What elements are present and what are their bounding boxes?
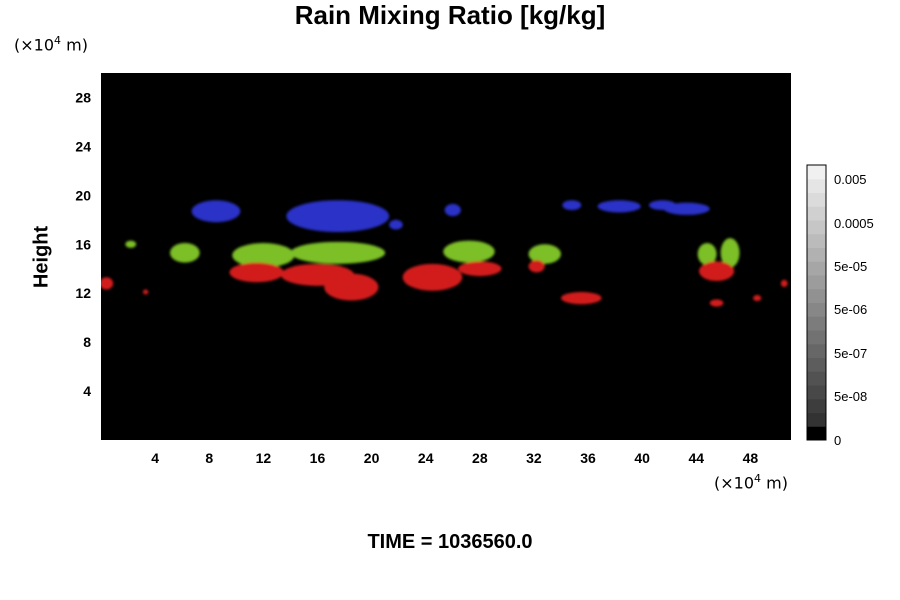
rain-region — [697, 243, 717, 266]
x-tick-label: 32 — [526, 450, 542, 466]
rain-region — [125, 240, 137, 248]
x-tick-label: 44 — [689, 450, 705, 466]
x-axis-unit: (×104 m) — [714, 472, 788, 492]
colorbar-level — [807, 426, 826, 441]
x-tick-label: 16 — [310, 450, 326, 466]
y-unit-suffix: m) — [61, 35, 88, 55]
colorbar-level — [807, 288, 826, 303]
rain-region — [597, 200, 641, 213]
y-tick-label: 12 — [75, 285, 91, 301]
x-axis-ticks: 4 8 12 16 20 24 28 32 36 40 44 48 — [151, 450, 758, 466]
rain-region — [458, 261, 502, 277]
y-tick-label: 28 — [75, 89, 91, 105]
colorbar-level — [807, 371, 826, 386]
x-tick-label: 48 — [743, 450, 759, 466]
colorbar-level — [807, 398, 826, 413]
rain-region — [444, 203, 461, 217]
colorbar-level — [807, 233, 826, 248]
rain-region — [443, 240, 495, 263]
rain-region — [780, 279, 788, 288]
y-tick-label: 20 — [75, 187, 91, 203]
colorbar-level — [807, 247, 826, 262]
x-tick-label: 12 — [256, 450, 272, 466]
rain-region — [191, 200, 241, 223]
x-unit-prefix: (×10 — [714, 473, 755, 493]
x-tick-label: 20 — [364, 450, 380, 466]
colorbar-level — [807, 316, 826, 331]
rain-region — [402, 263, 463, 291]
rain-region — [561, 291, 602, 305]
colorbar-level — [807, 206, 826, 221]
colorbar-label: 5e-08 — [834, 389, 867, 404]
rain-region — [142, 289, 149, 295]
x-tick-label: 8 — [205, 450, 213, 466]
x-tick-label: 28 — [472, 450, 488, 466]
rain-region — [170, 243, 200, 263]
rain-region — [290, 241, 386, 264]
rain-region — [232, 243, 295, 268]
rain-region — [389, 219, 403, 230]
time-label: TIME = 1036560.0 — [367, 531, 533, 553]
colorbar-level — [807, 275, 826, 290]
rain-region — [699, 261, 735, 281]
x-unit-suffix: m) — [761, 473, 788, 493]
y-tick-label: 24 — [75, 138, 91, 154]
colorbar-level — [807, 192, 826, 207]
y-tick-label: 4 — [83, 383, 91, 399]
rain-region — [229, 262, 284, 283]
rain-region — [709, 299, 724, 307]
colorbar-label: 5e-07 — [834, 346, 867, 361]
rain-region — [663, 202, 710, 215]
colorbar-level — [807, 357, 826, 372]
rain-region — [753, 295, 762, 302]
colorbar-level — [807, 330, 826, 345]
colorbar-label: 0.005 — [834, 172, 867, 187]
y-unit-exponent: 4 — [54, 34, 62, 47]
colorbar-label: 0 — [834, 433, 841, 448]
colorbar-level — [807, 261, 826, 276]
rain-region — [324, 273, 379, 301]
rain-region — [528, 244, 561, 264]
chart-title: Rain Mixing Ratio [kg/kg] — [294, 0, 606, 30]
x-unit-exponent: 4 — [754, 472, 762, 485]
x-tick-label: 36 — [580, 450, 596, 466]
colorbar-level — [807, 385, 826, 400]
rain-region — [562, 200, 582, 211]
y-tick-label: 16 — [75, 236, 91, 252]
colorbar-level — [807, 165, 826, 180]
colorbar-level — [807, 343, 826, 358]
y-axis-ticks: 4 8 12 16 20 24 28 — [75, 89, 91, 399]
colorbar-frame — [806, 164, 827, 441]
colorbar-label: 5e-06 — [834, 302, 867, 317]
x-tick-label: 4 — [151, 450, 159, 466]
rain-region — [720, 238, 740, 268]
x-tick-label: 40 — [634, 450, 650, 466]
x-tick-label: 24 — [418, 450, 434, 466]
y-axis-unit: (×104 m) — [14, 34, 88, 54]
y-unit-prefix: (×10 — [14, 35, 55, 55]
y-tick-label: 8 — [83, 334, 91, 350]
rain-region — [286, 200, 390, 233]
colorbar-level — [807, 412, 826, 427]
colorbar-level — [807, 302, 826, 317]
rain-region — [101, 277, 114, 290]
data-features — [101, 200, 788, 307]
colorbar-level — [807, 178, 826, 193]
colorbar: 0.005 0.0005 5e-05 5e-06 5e-07 5e-08 0 — [806, 164, 874, 448]
colorbar-label: 5e-05 — [834, 259, 867, 274]
colorbar-label: 0.0005 — [834, 216, 874, 231]
colorbar-level — [807, 220, 826, 235]
rain-region — [528, 260, 545, 273]
